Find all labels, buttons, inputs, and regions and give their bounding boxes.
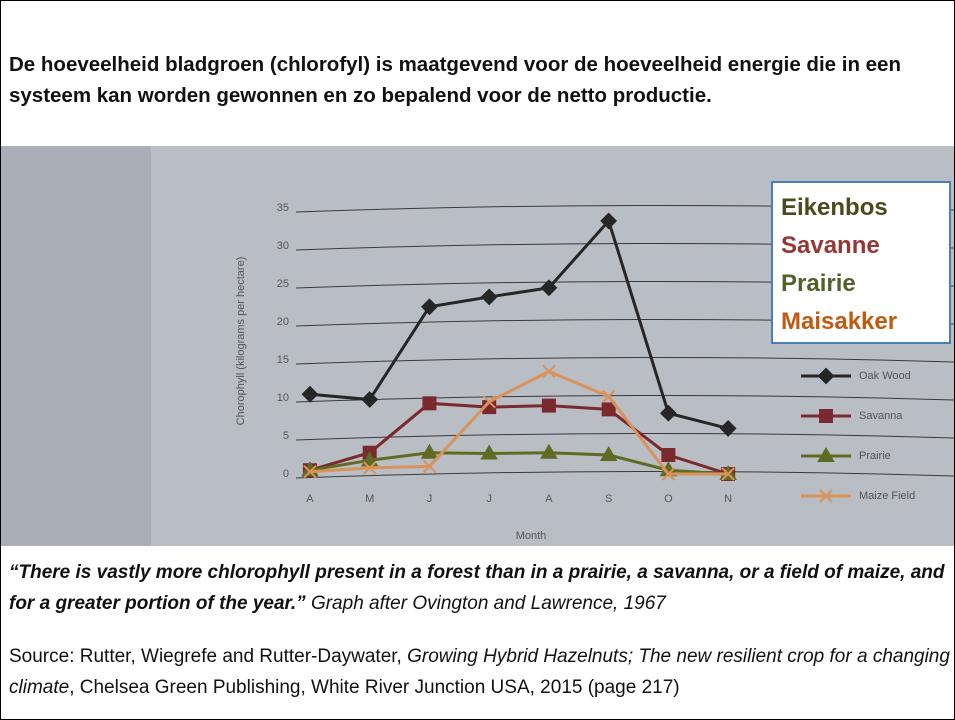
slide: De hoeveelheid bladgroen (chlorofyl) is …: [0, 0, 955, 720]
source-text: Source: Rutter, Wiegrefe and Rutter-Dayw…: [9, 646, 407, 667]
y-axis-label: Chorophyll (kilograms per hectare): [235, 257, 247, 426]
heading: De hoeveelheid bladgroen (chlorofyl) is …: [9, 49, 949, 111]
legend-label: Oak Wood: [859, 370, 911, 382]
x-tick-label: M: [365, 493, 374, 505]
y-tick-label: 20: [277, 316, 289, 328]
x-tick-label: N: [724, 493, 732, 505]
source: Source: Rutter, Wiegrefe and Rutter-Dayw…: [9, 641, 951, 703]
legend-label: Savanna: [859, 410, 903, 422]
caption: “There is vastly more chlorophyll presen…: [9, 557, 951, 619]
marker: [603, 403, 615, 415]
y-tick-label: 35: [277, 202, 289, 214]
legend-label: Prairie: [859, 450, 891, 462]
source-text: , Chelsea Green Publishing, White River …: [69, 677, 679, 698]
marker: [820, 410, 832, 422]
x-tick-label: S: [605, 493, 612, 505]
marker: [543, 400, 555, 412]
overlay-legend-item: Maisakker: [781, 303, 949, 341]
x-axis-label: Month: [516, 530, 547, 542]
x-tick-label: A: [306, 493, 314, 505]
x-tick-label: J: [427, 493, 433, 505]
x-tick-label: A: [545, 493, 553, 505]
overlay-legend-item: Prairie: [781, 265, 949, 303]
overlay-legend-item: Eikenbos: [781, 189, 949, 227]
y-tick-label: 15: [277, 354, 289, 366]
marker: [662, 449, 674, 461]
y-tick-label: 10: [277, 392, 289, 404]
y-tick-label: 5: [283, 430, 289, 442]
photo-page-edge: [1, 146, 151, 546]
marker: [423, 397, 435, 409]
x-tick-label: J: [486, 493, 492, 505]
y-tick-label: 30: [277, 240, 289, 252]
legend-label: Maize Field: [859, 490, 915, 502]
x-tick-label: O: [664, 493, 673, 505]
caption-credit: Graph after Ovington and Lawrence, 1967: [311, 593, 666, 614]
overlay-legend-item: Savanne: [781, 227, 949, 265]
y-tick-label: 0: [283, 468, 289, 480]
y-tick-label: 25: [277, 278, 289, 290]
